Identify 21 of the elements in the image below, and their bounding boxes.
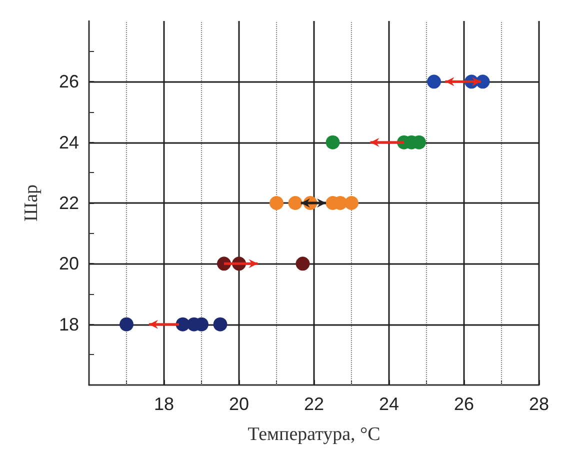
y-tick-label: 26 [58, 72, 79, 92]
point [427, 74, 441, 89]
y-tick-label: 22 [58, 193, 79, 213]
x-tick-label: 22 [304, 394, 324, 414]
y-axis-title: Шар [21, 184, 42, 222]
point [288, 196, 302, 210]
y-tick-label: 18 [58, 314, 79, 334]
y-tick-label: 24 [58, 132, 79, 152]
point [344, 196, 358, 210]
x-tick-label: 24 [378, 394, 400, 414]
point [326, 135, 340, 150]
x-tick-label: 18 [154, 394, 174, 414]
x-tick-label: 20 [228, 394, 250, 414]
point [213, 317, 228, 332]
x-tick-label: 28 [528, 394, 550, 414]
x-axis-title: Температура, °C [248, 424, 380, 445]
point [120, 317, 134, 332]
point [296, 256, 310, 271]
point [270, 196, 284, 210]
y-tick-label: 20 [58, 254, 79, 274]
x-tick-label: 26 [454, 394, 474, 414]
